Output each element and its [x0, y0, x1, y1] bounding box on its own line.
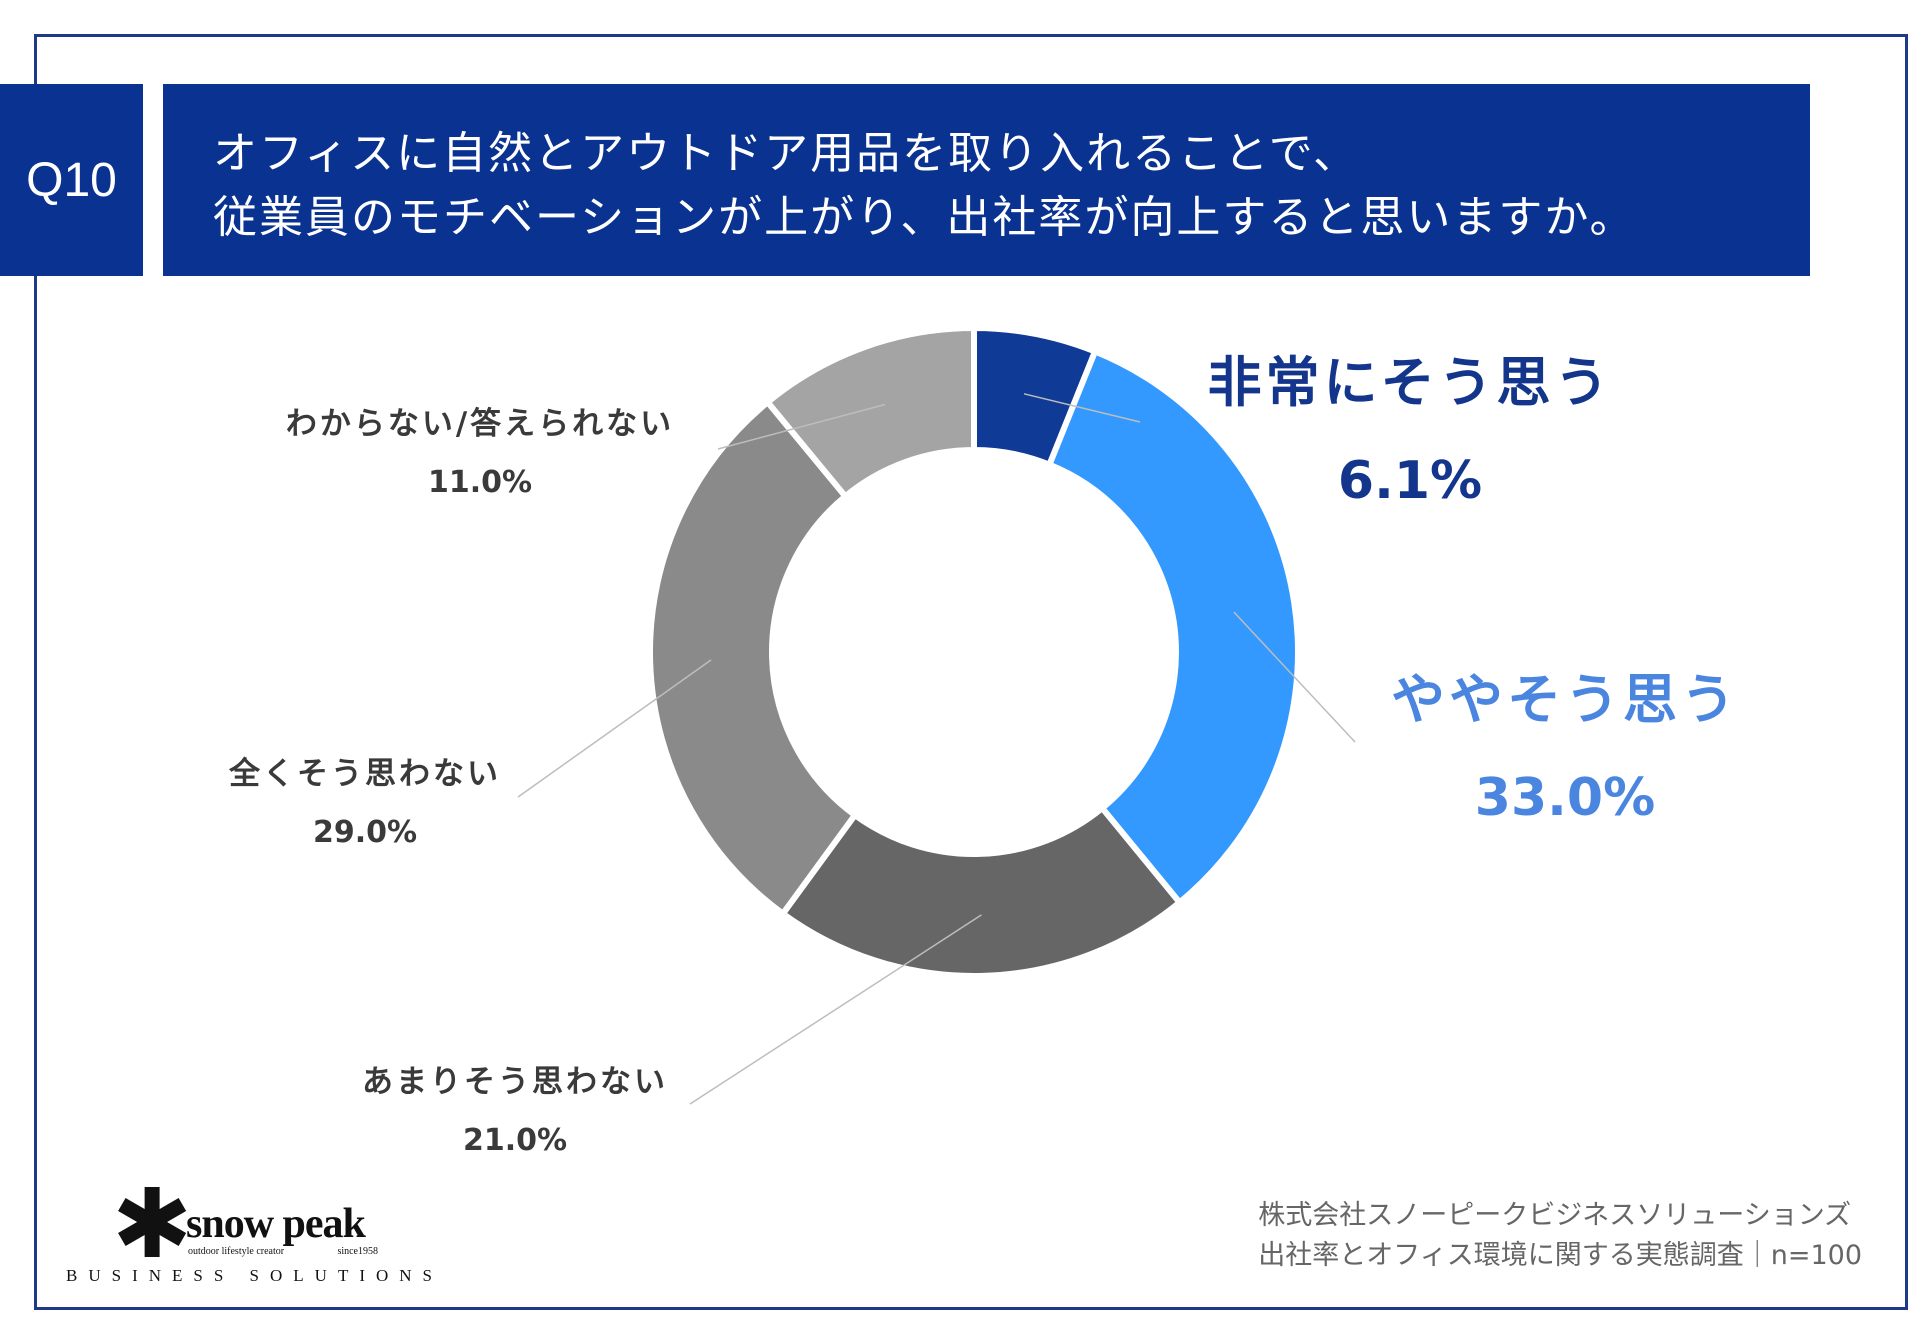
source-line-1: 株式会社スノーピークビジネスソリューションズ — [1258, 1200, 1852, 1231]
question-line-1: オフィスに自然とアウトドア用品を取り入れることで、 — [213, 128, 1360, 179]
leader-line-not-much — [689, 914, 982, 1105]
logo-tagline: outdoor lifestyle creator since1958 — [188, 1246, 378, 1257]
label-not-much-value: 21.0% — [462, 1123, 568, 1158]
label-very-much-name: 非常にそう思う — [1207, 351, 1613, 414]
question-number: Q10 — [0, 84, 143, 276]
label-not-at-all-name: 全くそう思わない — [229, 756, 501, 792]
label-not-much-name: あまりそう思わない — [362, 1064, 668, 1100]
slice-dont-know — [763, 324, 977, 501]
slide-frame — [34, 34, 1908, 1310]
slice-not-much — [778, 803, 1184, 979]
logo-brand: snow peak — [186, 1201, 366, 1247]
snowflake-icon: ✱ — [112, 1168, 193, 1280]
logo-tagline-right: since1958 — [337, 1246, 378, 1257]
label-somewhat-value: 33.0% — [1474, 768, 1656, 828]
label-not-much: あまりそう思わない 21.0% — [330, 1056, 700, 1158]
question-line-2: 従業員のモチベーションが上がり、出社率が向上すると思いますか。 — [213, 192, 1636, 243]
label-dont-know-name: わからない/答えられない — [285, 406, 675, 442]
question-title: オフィスに自然とアウトドア用品を取り入れることで、 従業員のモチベーションが上が… — [163, 84, 1810, 276]
label-somewhat: ややそう思う 33.0% — [1355, 655, 1775, 828]
leader-line-dont-know — [717, 403, 886, 450]
label-not-at-all: 全くそう思わない 29.0% — [200, 748, 530, 850]
slice-not-at-all — [647, 397, 860, 918]
leader-line-somewhat — [1233, 611, 1356, 743]
logo-division: BUSINESS SOLUTIONS — [66, 1266, 443, 1285]
label-very-much-value: 6.1% — [1337, 451, 1483, 511]
logo-tagline-left: outdoor lifestyle creator — [188, 1246, 285, 1257]
source-line-2: 出社率とオフィス環境に関する実態調査｜n=100 — [1258, 1240, 1862, 1271]
source-note: 株式会社スノーピークビジネスソリューションズ 出社率とオフィス環境に関する実態調… — [1258, 1196, 1862, 1276]
leader-line-very-much — [1023, 393, 1141, 423]
label-somewhat-name: ややそう思う — [1391, 668, 1739, 731]
label-not-at-all-value: 29.0% — [312, 815, 418, 850]
label-very-much: 非常にそう思う 6.1% — [1190, 338, 1630, 511]
slice-somewhat — [1045, 347, 1301, 907]
leader-line-not-at-all — [517, 659, 712, 798]
snow-peak-logo: ✱ snow peak outdoor lifestyle creator si… — [66, 1168, 446, 1294]
label-dont-know-value: 11.0% — [427, 465, 533, 500]
label-dont-know: わからない/答えられない 11.0% — [260, 398, 700, 500]
